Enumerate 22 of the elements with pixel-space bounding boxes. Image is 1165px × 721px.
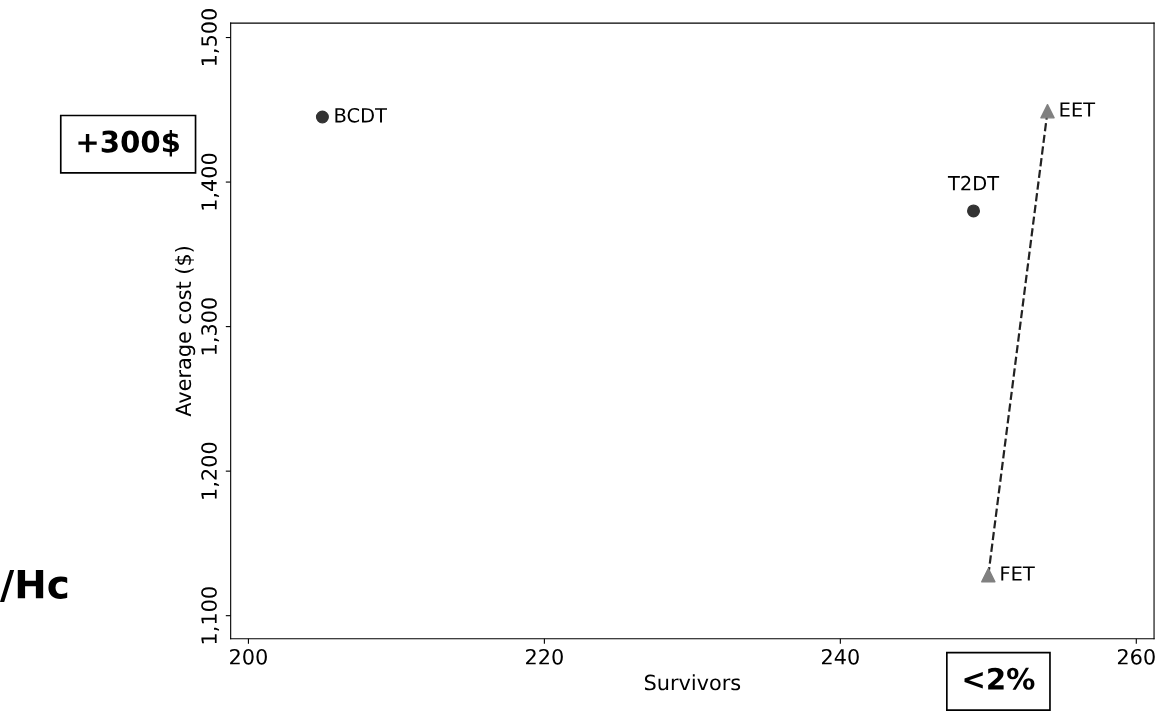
- y-tick-label: 1,500: [201, 9, 220, 66]
- y-tick-label: 1,400: [201, 153, 220, 210]
- x-axis-title: Survivors: [644, 674, 741, 691]
- text: +300$: [78, 130, 179, 157]
- annotation: EET: [1060, 102, 1096, 117]
- text: /Hc: [0, 569, 68, 602]
- annotation: T2DT: [947, 175, 1000, 191]
- annotation: BCDT: [335, 107, 388, 123]
- y-tick-label: 1,300: [201, 298, 220, 355]
- x-tick-label: 200: [230, 648, 267, 665]
- point: [315, 110, 329, 124]
- annotation: FET: [1001, 566, 1035, 581]
- y-axis-title: Average cost ($): [175, 246, 196, 417]
- text: <2%: [964, 667, 1035, 690]
- y-tick-label: 1,100: [201, 587, 220, 644]
- x-tick-label: 220: [526, 648, 563, 665]
- y-tick-label: 1,200: [201, 442, 220, 499]
- point: [1040, 103, 1055, 119]
- point: [981, 567, 996, 583]
- x-tick-label: 260: [1117, 648, 1155, 665]
- point: [967, 204, 981, 218]
- x-tick-label: 240: [821, 648, 859, 665]
